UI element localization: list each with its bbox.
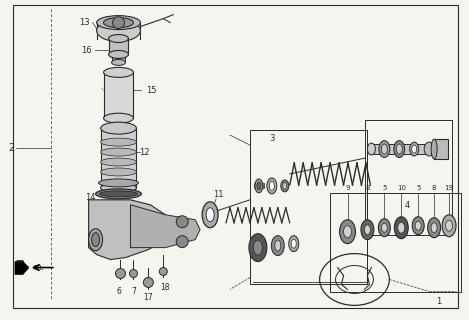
Ellipse shape [104,18,134,28]
Text: 4: 4 [405,201,410,210]
Text: 8: 8 [432,185,436,191]
Ellipse shape [108,51,129,59]
Circle shape [129,269,137,277]
Bar [112,54,126,62]
Ellipse shape [108,35,129,43]
Polygon shape [15,261,29,275]
Ellipse shape [91,233,99,247]
Ellipse shape [381,223,387,232]
Ellipse shape [255,179,263,193]
Ellipse shape [206,208,214,222]
Ellipse shape [89,229,103,251]
Ellipse shape [415,221,421,230]
Ellipse shape [100,158,136,166]
Ellipse shape [378,219,390,237]
Ellipse shape [431,139,437,159]
Ellipse shape [424,142,434,156]
Bar [434,139,448,159]
Ellipse shape [97,20,140,42]
Text: 5: 5 [382,185,386,191]
Ellipse shape [412,217,424,235]
Ellipse shape [97,16,140,29]
Bar [370,144,429,154]
Bar [250,130,367,284]
Bar [365,120,452,235]
Text: 15: 15 [146,86,157,95]
Text: 18: 18 [160,283,170,292]
Text: 10: 10 [397,185,406,191]
Ellipse shape [428,218,440,238]
Polygon shape [130,205,200,248]
Text: 12: 12 [139,148,150,156]
Ellipse shape [202,202,218,228]
Ellipse shape [267,178,277,194]
Ellipse shape [394,217,408,239]
Ellipse shape [104,113,134,123]
Ellipse shape [257,182,261,190]
Text: 2: 2 [8,143,14,153]
Ellipse shape [269,181,274,190]
Ellipse shape [100,168,136,176]
Circle shape [176,216,188,228]
Ellipse shape [340,220,356,244]
Text: 16: 16 [81,46,92,55]
Ellipse shape [281,180,289,192]
Text: FR.: FR. [33,265,44,270]
Ellipse shape [249,234,267,261]
Ellipse shape [361,220,374,240]
Ellipse shape [381,144,387,154]
Ellipse shape [364,225,371,235]
Circle shape [113,17,124,28]
Ellipse shape [446,220,453,231]
Ellipse shape [112,60,126,65]
Ellipse shape [100,122,136,134]
Text: 19: 19 [445,185,454,191]
Text: 13: 13 [79,18,90,27]
Bar [254,183,264,188]
Ellipse shape [104,68,134,77]
Ellipse shape [100,183,136,193]
Ellipse shape [275,240,281,251]
Bar [100,128,136,188]
Ellipse shape [100,138,136,146]
Text: 1: 1 [437,297,442,306]
Ellipse shape [99,191,137,197]
Circle shape [144,277,153,287]
Text: 3: 3 [269,133,274,143]
Ellipse shape [394,140,405,157]
Text: 9: 9 [345,185,350,191]
Text: 14: 14 [85,193,96,202]
Circle shape [159,268,167,276]
Ellipse shape [291,239,296,248]
Bar [108,38,129,54]
Ellipse shape [343,226,351,238]
Ellipse shape [367,143,375,155]
Ellipse shape [379,140,390,157]
Ellipse shape [410,142,419,156]
Ellipse shape [98,179,138,187]
Text: 8: 8 [365,185,370,191]
Bar [330,193,461,292]
Text: 7: 7 [131,287,136,296]
Ellipse shape [100,148,136,156]
Text: 6: 6 [116,287,121,296]
Polygon shape [89,200,170,260]
Ellipse shape [96,189,142,199]
Ellipse shape [283,182,287,189]
Text: 17: 17 [144,293,153,302]
Circle shape [115,268,126,278]
Ellipse shape [289,236,299,252]
Text: 5: 5 [416,185,420,191]
Ellipse shape [396,144,402,154]
Ellipse shape [431,223,437,233]
Ellipse shape [412,145,416,153]
Ellipse shape [442,215,456,237]
Ellipse shape [398,222,405,233]
Text: FR.: FR. [15,260,27,269]
Bar [104,72,134,118]
Text: 11: 11 [213,190,223,199]
Circle shape [176,236,188,248]
Ellipse shape [253,240,262,255]
Ellipse shape [272,236,284,256]
